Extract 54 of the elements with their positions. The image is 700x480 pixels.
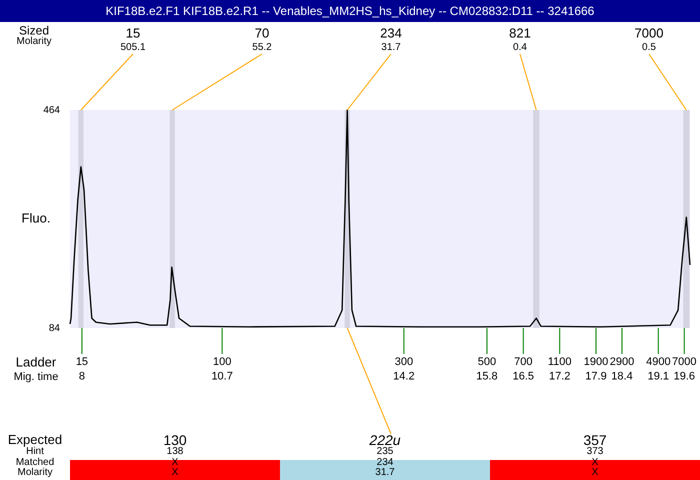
- x-tick-label: 8: [78, 370, 86, 383]
- x-tick-label: 15.8: [476, 370, 498, 383]
- annotation: 70: [254, 26, 270, 41]
- annotation: 7000: [672, 356, 697, 368]
- text: 31.7: [374, 467, 396, 478]
- x-tick-label: 10.7: [211, 370, 233, 383]
- y-axis-title: Fluo.: [22, 210, 50, 226]
- x-tick-label: 18.4: [611, 370, 633, 383]
- text: X: [170, 457, 180, 468]
- text: 130: [162, 432, 188, 448]
- x-tick-label: 17.9: [585, 370, 607, 383]
- text: Molarity: [16, 467, 54, 478]
- text: Matched: [14, 457, 56, 468]
- text: 234: [376, 457, 394, 468]
- x-axis-title: Mig. time: [14, 371, 58, 384]
- text: 505.1: [120, 42, 146, 53]
- text: 0.5: [642, 42, 656, 53]
- annotation: 7000: [634, 26, 664, 41]
- text: X: [590, 467, 600, 478]
- annotation: 222u: [368, 432, 402, 448]
- annotation: 1100: [548, 356, 572, 368]
- text: X: [170, 467, 180, 478]
- annotation: 4900: [646, 356, 671, 368]
- x-tick-label: 16.5: [512, 370, 534, 383]
- text: 373: [586, 446, 604, 457]
- y-tick-label: 464: [43, 104, 60, 116]
- x-tick-label: 14.2: [393, 370, 415, 383]
- text: 357: [582, 432, 608, 448]
- text: Ladder: [16, 354, 57, 370]
- text: Sized: [18, 23, 50, 38]
- text: 0.4: [513, 42, 528, 53]
- text: Hint: [26, 446, 44, 457]
- text: 55.2: [252, 42, 272, 53]
- annotation: 500: [478, 356, 496, 368]
- text: 138: [166, 446, 184, 457]
- y-tick-label: 84: [48, 322, 60, 334]
- annotation: 300: [394, 356, 414, 368]
- text: Expected: [6, 432, 64, 448]
- x-tick-label: 19.1: [648, 370, 670, 383]
- annotation: 15: [126, 26, 140, 41]
- annotation: 700: [514, 356, 532, 368]
- annotation: 821: [509, 26, 531, 41]
- text: Molarity: [16, 36, 52, 47]
- text: 235: [376, 446, 394, 457]
- annotation: 1900: [584, 356, 608, 368]
- chart-title: KIF18B.e2.F1 KIF18B.e2.R1 -- Venables_MM2HS_hs_Kidney -- CM028832:D11 -- 3241666: [0, 0, 700, 22]
- text: 31.7: [381, 42, 402, 53]
- x-tick-label: 19.6: [674, 370, 695, 383]
- annotation: 234: [380, 26, 402, 41]
- annotation: 2900: [610, 356, 634, 368]
- x-tick-label: 17.2: [548, 370, 570, 383]
- text: X: [590, 457, 600, 468]
- annotation: 15: [76, 356, 88, 368]
- annotation: 100: [212, 356, 232, 368]
